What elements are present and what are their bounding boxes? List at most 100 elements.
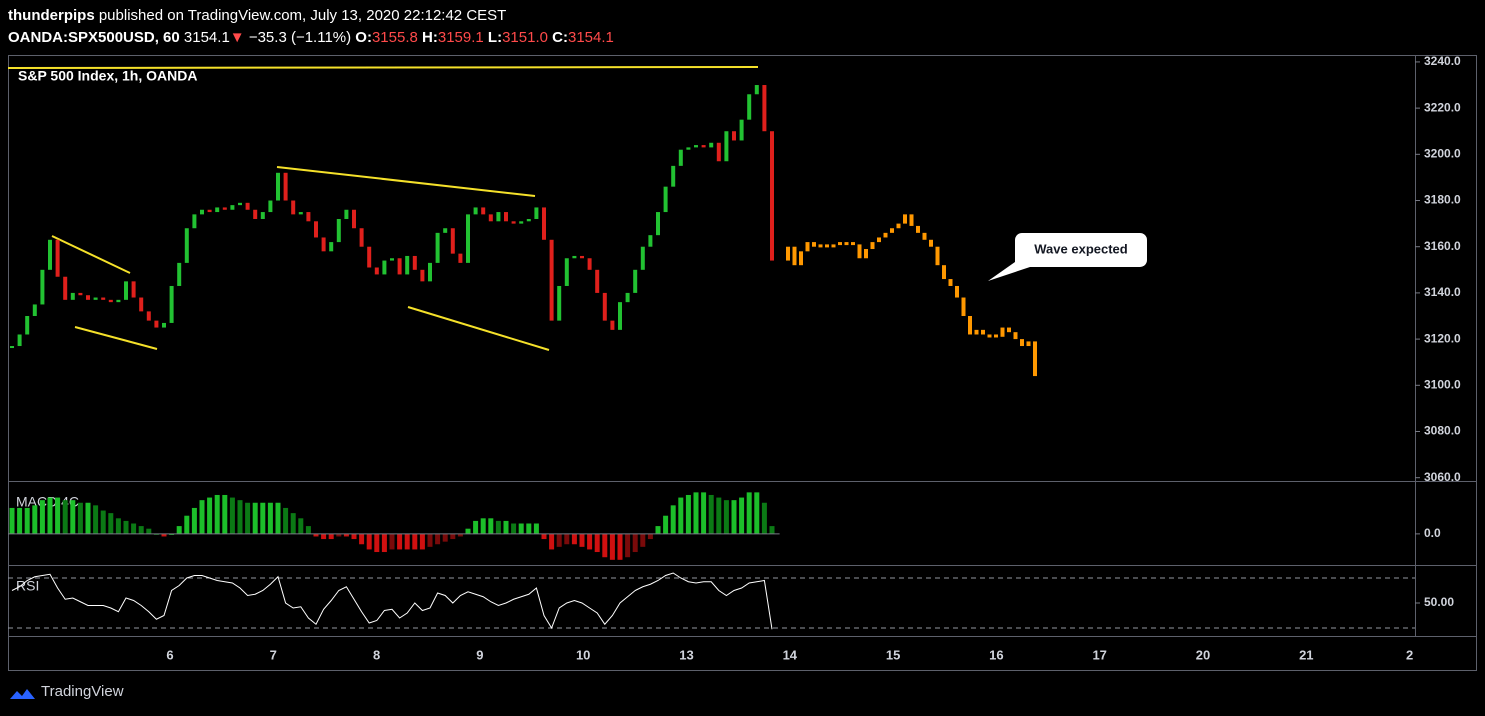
projection-bar [1013, 332, 1018, 340]
projection-bar [916, 225, 920, 233]
candle [412, 255, 417, 270]
trendline [51, 235, 131, 274]
candle [686, 147, 691, 150]
macd-bar [701, 492, 707, 534]
ohlc-label: C: [552, 29, 568, 46]
macd-bar [503, 520, 509, 534]
candle [549, 239, 554, 321]
chart-title: S&P 500 Index, 1h, OANDA [18, 68, 197, 84]
candle [420, 269, 425, 282]
y-tick-label: 3080.0 [1424, 424, 1461, 438]
x-tick-label: 15 [886, 647, 900, 662]
candle [131, 281, 136, 298]
candle [10, 346, 14, 349]
macd-bar [389, 533, 395, 550]
candle [694, 145, 698, 148]
macd-bar [442, 533, 448, 542]
y-tick-label: 3140.0 [1424, 285, 1461, 299]
y-tick-label: 3160.0 [1424, 239, 1461, 253]
macd-bar [305, 526, 311, 534]
projection-bar [981, 329, 985, 335]
candle [450, 228, 455, 254]
macd-bar [473, 520, 479, 534]
candle [526, 218, 531, 222]
candle [732, 131, 736, 141]
projection-bar [968, 316, 972, 335]
macd-bar [222, 494, 228, 534]
projection-bar [922, 232, 927, 240]
candle [511, 221, 516, 224]
candle [314, 221, 318, 238]
macd-bar [617, 533, 623, 560]
macd-bar [343, 533, 349, 537]
macd-bar [138, 526, 144, 534]
macd-bar [655, 526, 661, 534]
macd-bar [237, 500, 243, 534]
candle [405, 255, 410, 275]
macd-bar [685, 494, 691, 534]
projection-bar [1033, 341, 1037, 377]
macd-bar [412, 533, 418, 550]
candle [17, 334, 22, 347]
macd-bar [571, 533, 577, 545]
macd-bar [693, 492, 699, 534]
macd-bar [419, 533, 425, 550]
candle [352, 209, 356, 229]
candle [678, 149, 683, 166]
macd-bar [457, 533, 463, 537]
macd-bar [602, 533, 608, 558]
y-tick-label: 50.00 [1424, 595, 1454, 609]
callout-box [988, 233, 1147, 281]
macd-bar [184, 515, 190, 534]
candle [557, 285, 562, 321]
macd-bar [366, 533, 372, 550]
trendline [74, 326, 158, 350]
candle [40, 269, 45, 305]
trendline [7, 66, 759, 69]
macd-bar [283, 507, 289, 534]
macd-bar [511, 523, 517, 534]
macd-bar [556, 533, 562, 547]
candle [260, 212, 265, 219]
candle [390, 258, 394, 261]
candle [238, 202, 242, 206]
candle [169, 285, 174, 323]
candle [618, 302, 622, 330]
macd-bar [731, 500, 737, 534]
macd-bar [229, 497, 235, 534]
candle [86, 295, 90, 300]
candle [663, 186, 668, 213]
candle [48, 239, 52, 270]
x-tick-label: 20 [1196, 647, 1210, 662]
projection-bar [786, 246, 790, 261]
macd-bar [632, 533, 638, 553]
macd-bar [328, 533, 334, 540]
projection-bar [857, 244, 862, 259]
macd-bar [526, 523, 532, 534]
candle [374, 267, 379, 275]
y-tick-label: 3180.0 [1424, 193, 1461, 207]
macd-bar [131, 523, 137, 534]
projection-bar [896, 223, 901, 229]
candle [321, 237, 326, 252]
candle [709, 142, 714, 148]
candle [435, 232, 440, 263]
y-tick-label: 3200.0 [1424, 146, 1461, 160]
macd-bar [518, 523, 524, 534]
candle [124, 281, 128, 300]
projection-bar [812, 242, 816, 247]
candle [146, 311, 151, 321]
candle [519, 221, 524, 224]
publisher: thunderpips [8, 7, 95, 24]
macd-bar [17, 507, 23, 534]
macd-bar [267, 502, 273, 534]
y-tick-label: 0.0 [1424, 526, 1441, 540]
macd-bar [260, 502, 266, 534]
macd-bar [108, 513, 114, 534]
projection-bar [1007, 327, 1011, 333]
macd-bar [374, 533, 380, 553]
candle [443, 228, 448, 233]
macd-bar [625, 533, 631, 558]
candle [458, 253, 463, 263]
